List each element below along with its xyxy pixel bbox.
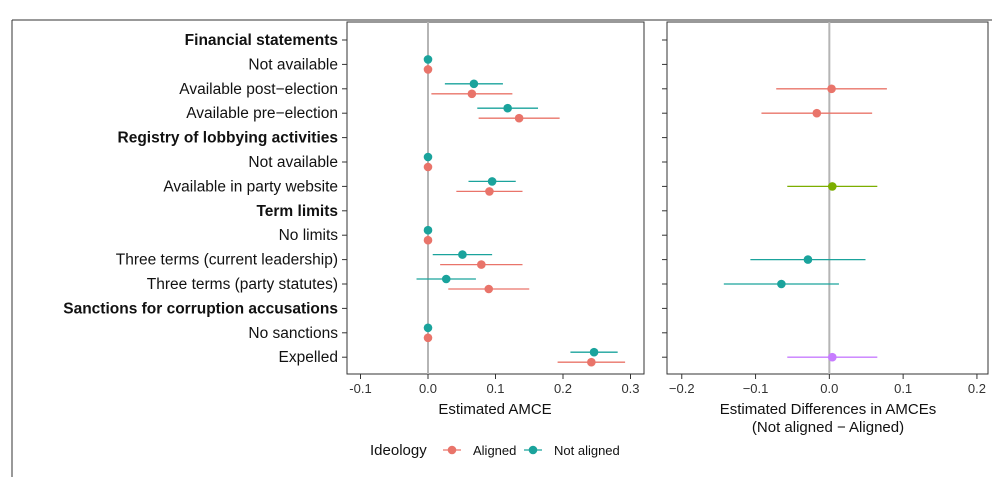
point: [423, 225, 433, 235]
y-ticks: [662, 39, 667, 358]
amce-panel: Financial statements Not available Availab…: [63, 21, 645, 418]
category-label: No limits: [279, 227, 339, 244]
point: [423, 162, 433, 172]
point: [477, 260, 486, 269]
point: [587, 357, 596, 367]
point: [423, 323, 433, 333]
point: [467, 89, 477, 99]
point: [423, 152, 433, 162]
x-tick-label: 0.0: [820, 381, 838, 396]
x-tick-label: 0.1: [486, 381, 504, 396]
legend: Ideology Aligned Not aligned: [370, 442, 620, 459]
category-label: Expelled: [279, 349, 338, 366]
x-tick-label: 0.1: [894, 381, 912, 396]
point: [423, 55, 433, 64]
x-axis-title-difference-line1: Estimated Differences in AMCEs: [720, 401, 936, 418]
difference-marks: [723, 84, 887, 362]
x-tick-label: -0.1: [349, 381, 371, 396]
x-tick-label: 0.0: [419, 381, 437, 396]
legend-label: Not aligned: [554, 443, 620, 458]
category-label: Available post−election: [179, 81, 338, 98]
amce-marks: [416, 55, 626, 367]
x-tick-label: −0.2: [669, 381, 695, 396]
category-label: No sanctions: [248, 325, 338, 342]
point: [423, 333, 433, 343]
x-axis: −0.2 −0.1 0.0 0.1 0.2: [669, 374, 986, 396]
x-tick-label: 0.2: [968, 381, 986, 396]
category-header: Financial statements: [185, 32, 338, 49]
category-header: Registry of lobbying activities: [118, 130, 339, 147]
legend-key-point: [528, 445, 538, 455]
point: [423, 65, 433, 74]
point: [803, 255, 813, 264]
point: [514, 113, 524, 123]
amce-panel-border: [346, 21, 645, 375]
point: [777, 279, 786, 289]
category-label: Three terms (party statutes): [147, 276, 338, 293]
category-header: Sanctions for corruption accusations: [63, 300, 338, 317]
point: [827, 84, 836, 94]
difference-panel-border: [666, 21, 989, 375]
category-label: Not available: [248, 56, 338, 73]
point: [589, 347, 599, 357]
point: [827, 352, 837, 362]
legend-title: Ideology: [370, 442, 427, 459]
point: [827, 182, 837, 191]
category-label: Three terms (current leadership): [116, 252, 338, 269]
legend-label: Aligned: [473, 443, 516, 458]
category-header: Term limits: [256, 203, 338, 220]
point: [469, 79, 479, 89]
point: [423, 235, 433, 245]
point: [484, 284, 494, 294]
point: [812, 108, 822, 118]
category-label: Available pre−election: [186, 105, 338, 122]
x-axis: -0.1 0.0 0.1 0.2 0.3: [349, 374, 640, 396]
x-tick-label: 0.2: [554, 381, 572, 396]
point: [441, 274, 451, 284]
category-labels: Financial statements Not available Availab…: [63, 32, 338, 366]
point: [487, 177, 497, 186]
legend-items: Aligned Not aligned: [443, 443, 620, 458]
difference-panel: −0.2 −0.1 0.0 0.1 0.2 Estimated Differences …: [662, 21, 989, 436]
x-axis-title-amce: Estimated AMCE: [438, 401, 551, 418]
legend-key-point: [447, 445, 457, 455]
point: [485, 187, 494, 196]
category-label: Available in party website: [163, 178, 338, 195]
point: [503, 103, 512, 113]
point: [458, 250, 467, 259]
category-label: Not available: [248, 154, 338, 171]
y-ticks: [342, 39, 347, 358]
x-axis-title-difference-line2: (Not aligned − Aligned): [752, 419, 904, 436]
x-tick-label: −0.1: [743, 381, 769, 396]
x-tick-label: 0.3: [621, 381, 639, 396]
